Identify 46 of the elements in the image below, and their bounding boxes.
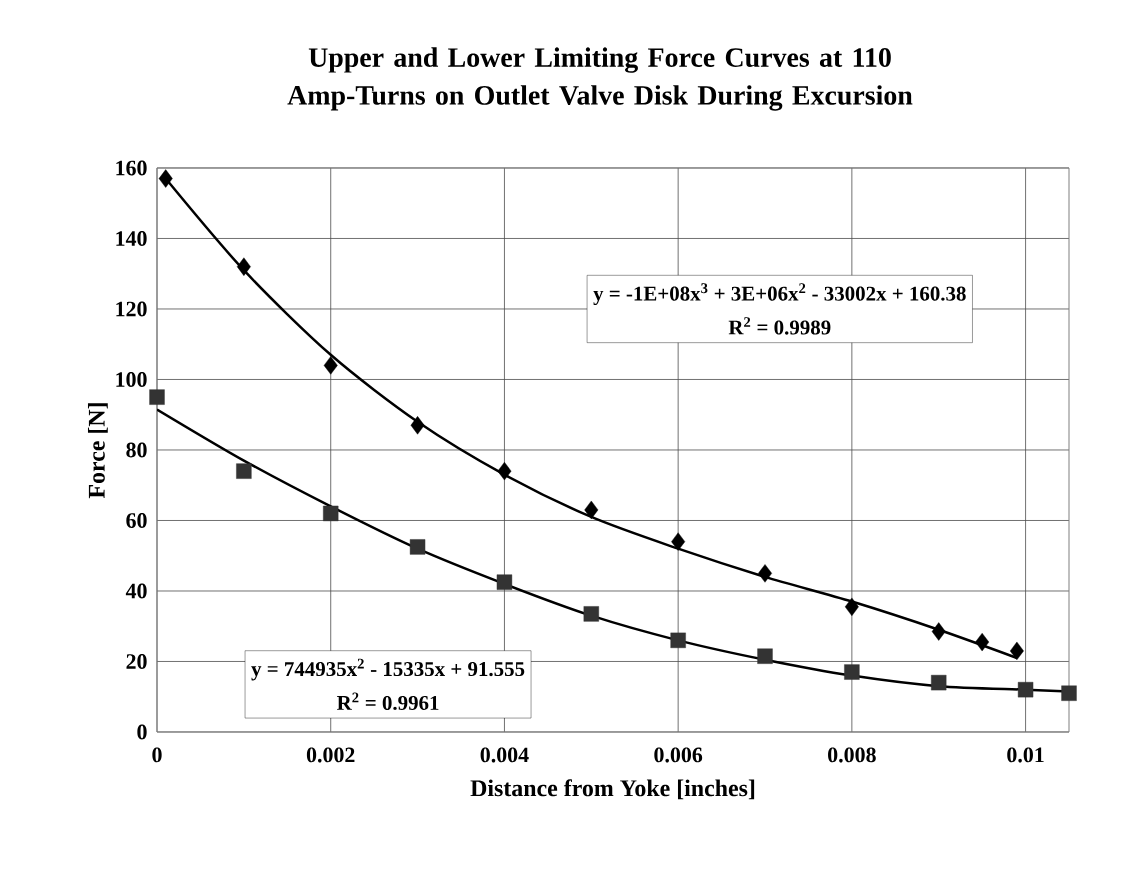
- point: [844, 597, 859, 617]
- point: [1009, 641, 1024, 661]
- point: [1061, 685, 1077, 701]
- y-tick-label: 160: [116, 160, 147, 176]
- point: [236, 463, 252, 479]
- x-axis-title: Distance from Yoke [inches]: [470, 779, 755, 800]
- y-tick-label: 140: [116, 231, 147, 246]
- x-tick-label: 0.002: [306, 747, 355, 763]
- annotation: R$^{2}$ = 0.9961: [336, 692, 439, 711]
- point: [583, 606, 599, 622]
- y-tick-label: 120: [116, 301, 147, 317]
- x-tick-label: 0: [152, 747, 162, 763]
- point: [584, 500, 599, 520]
- point: [1017, 682, 1034, 698]
- point: [670, 632, 686, 648]
- point: [758, 564, 772, 583]
- y-tick-label: 20: [126, 654, 147, 669]
- x-tick-label: 0.006: [654, 747, 703, 763]
- point: [236, 257, 251, 276]
- point: [844, 664, 860, 680]
- point: [158, 169, 173, 188]
- annotation: y = 744935x$^{2}$ - 15335x + 91.555: [251, 658, 525, 681]
- y-tick-label: 40: [125, 583, 147, 599]
- point: [497, 461, 512, 481]
- point: [931, 622, 946, 641]
- point: [409, 539, 426, 555]
- y-tick-label: 60: [126, 513, 147, 528]
- y-tick-label: 0: [137, 724, 147, 740]
- point: [975, 632, 990, 652]
- point: [496, 574, 513, 590]
- point: [410, 416, 425, 435]
- annotation: y = -1E+08x$^{3}$ + 3E+06x$^{2}$ - 33002x + 160.38: [593, 283, 966, 306]
- point: [671, 532, 686, 551]
- point: [931, 674, 947, 691]
- point: [149, 389, 165, 405]
- x-tick-label: 0.004: [480, 747, 529, 763]
- point: [323, 356, 338, 375]
- point: [757, 648, 773, 664]
- annotation: R$^{2}$ = 0.9989: [728, 317, 831, 335]
- y-axis-title: Force [N]: [87, 403, 108, 499]
- x-tick-label: 0.01: [1007, 747, 1044, 763]
- point: [323, 505, 339, 522]
- y-tick-label: 80: [126, 442, 147, 458]
- y-tick-label: 100: [116, 372, 147, 387]
- x-tick-label: 0.008: [828, 747, 876, 763]
- chart-title: Upper and Lower Limiting Force Curves at 110 Amp-Turns on Outlet Valve Disk During Excursion: [287, 47, 913, 111]
